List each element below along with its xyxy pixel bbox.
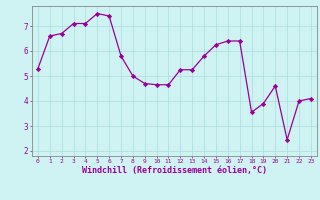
X-axis label: Windchill (Refroidissement éolien,°C): Windchill (Refroidissement éolien,°C) — [82, 166, 267, 175]
